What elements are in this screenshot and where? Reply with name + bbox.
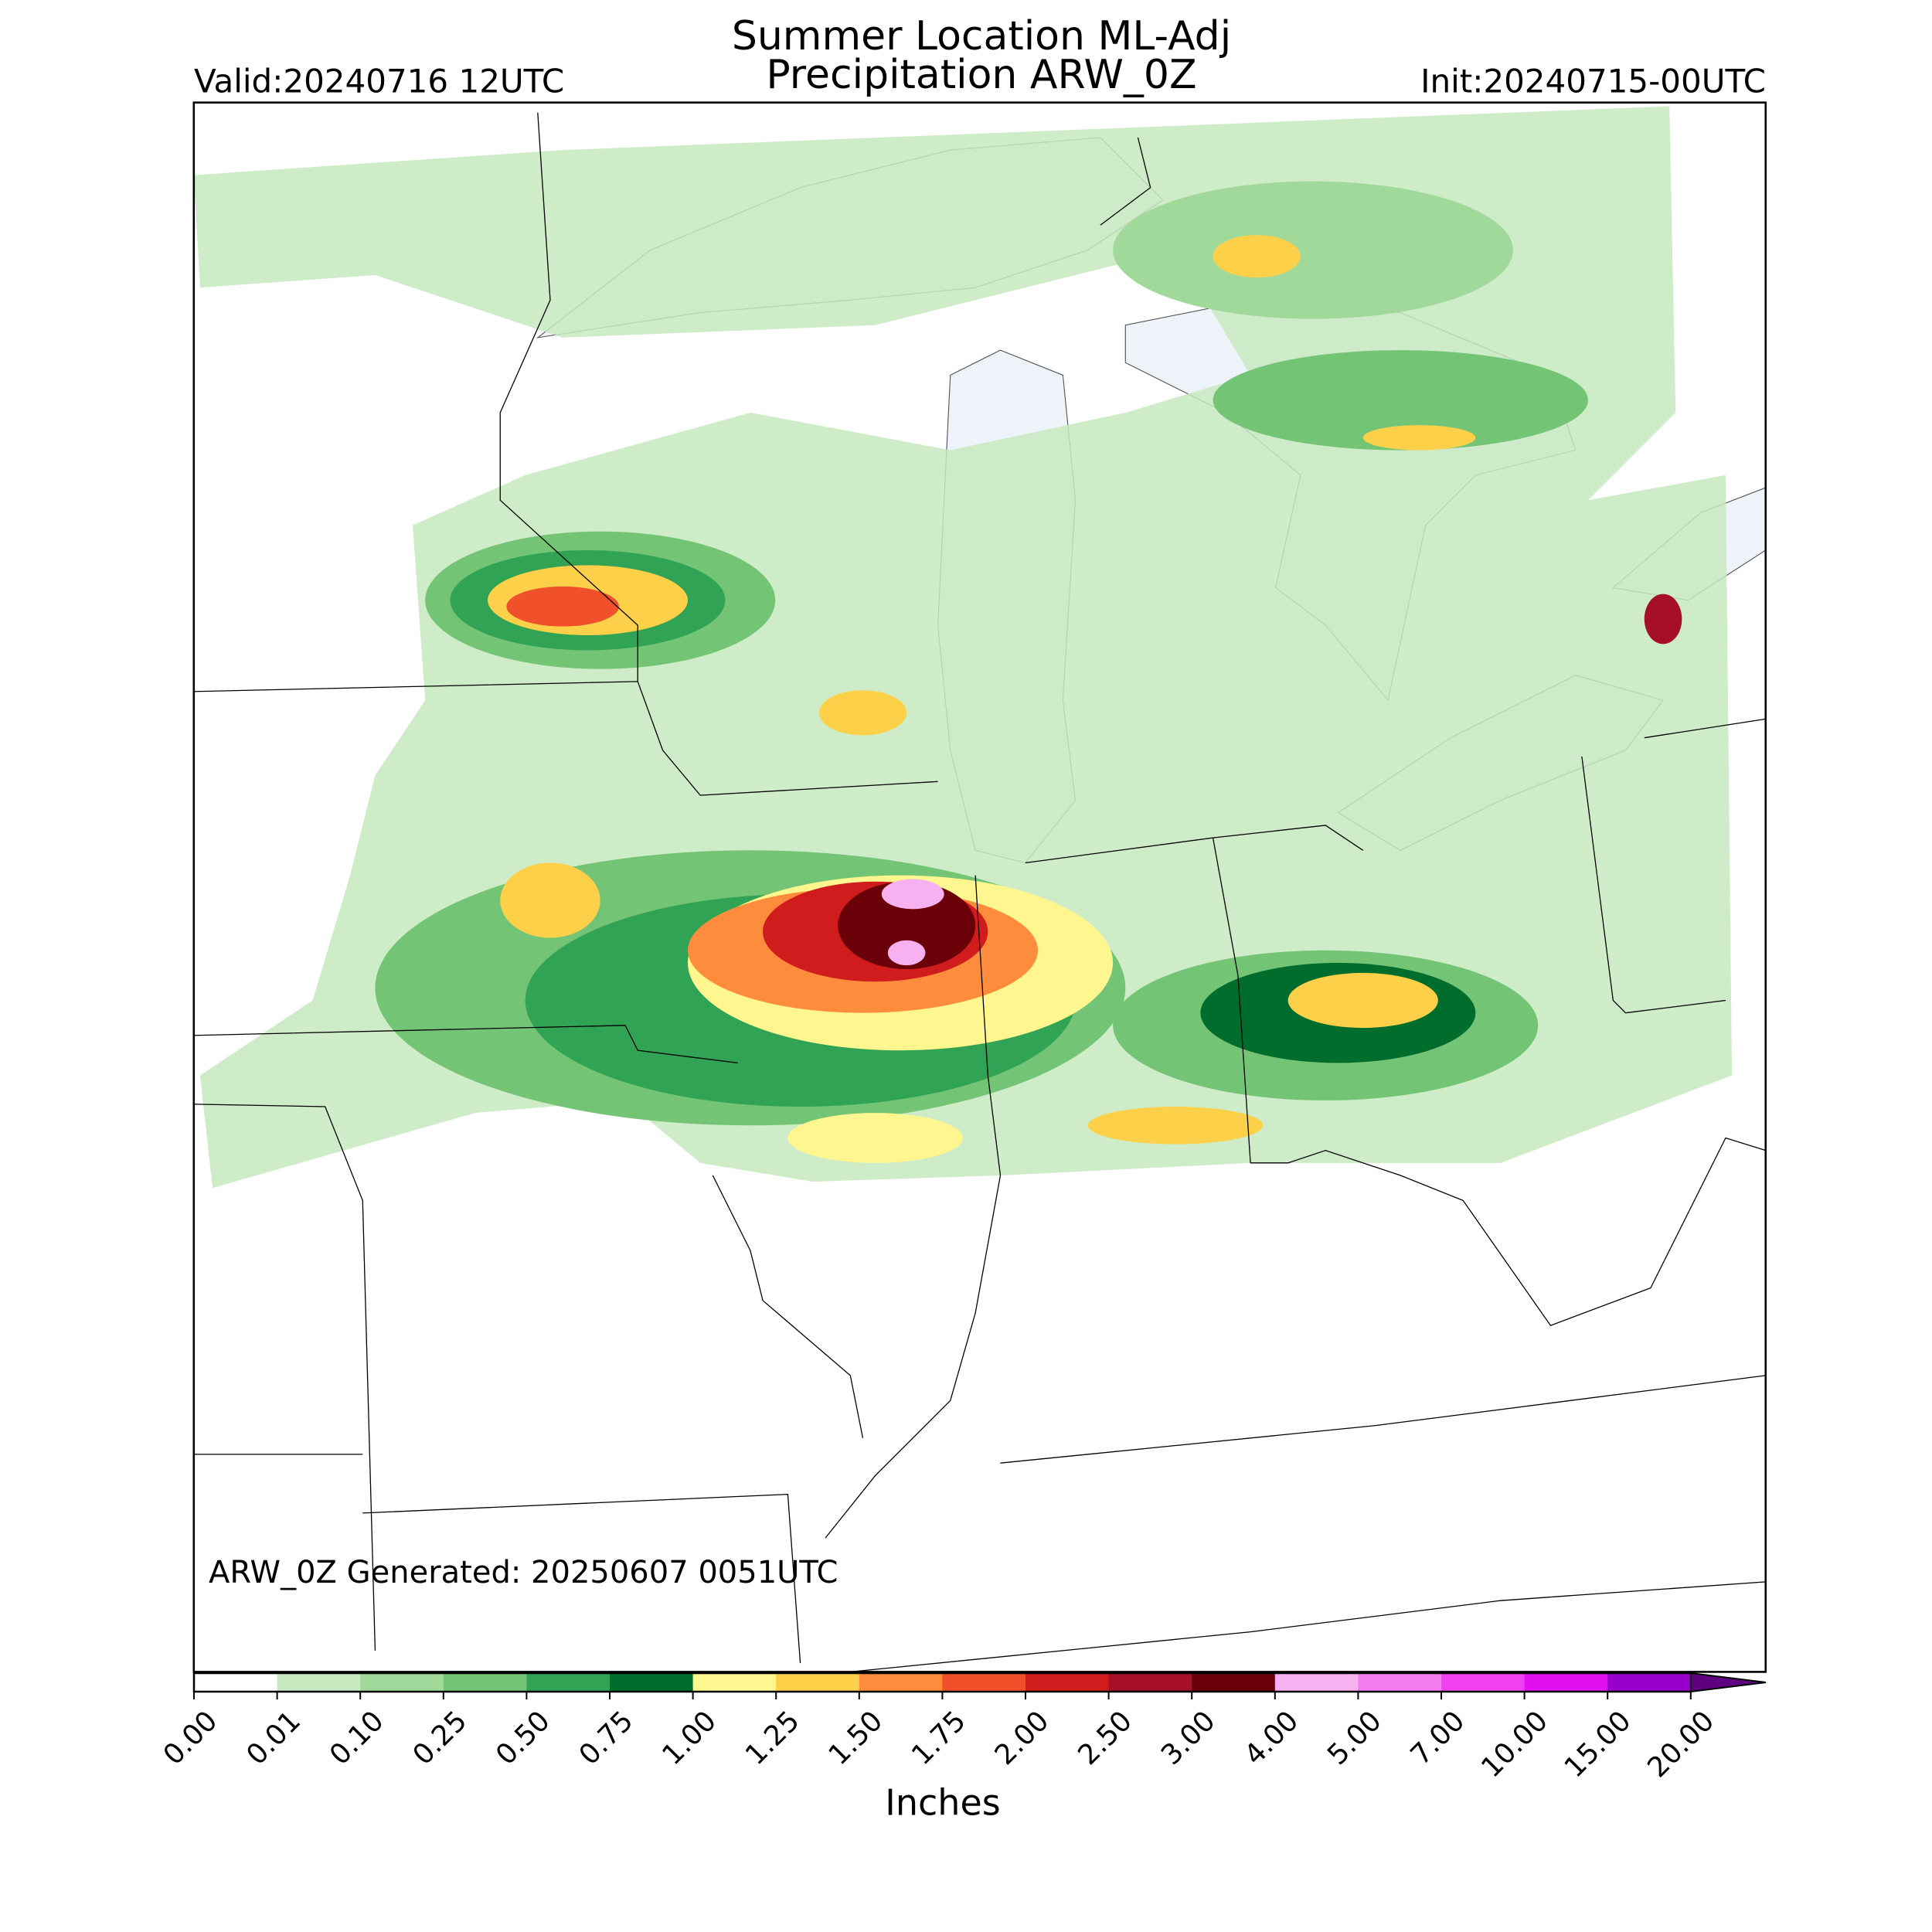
title-line: Summer Location ML-Adj <box>732 13 1231 60</box>
colorbar-tick-label: 0.50 <box>490 1705 556 1771</box>
colorbar: 0.00 0.01 0.10 0.25 0.50 0.75 1.00 1.25 1.50 1.75… <box>158 1672 1767 1784</box>
colorbar-tick-label: 10.00 <box>1475 1705 1554 1784</box>
colorbar-tick-label: 0.01 <box>240 1705 307 1771</box>
colorbar-tick-label: 7.00 <box>1405 1705 1471 1771</box>
colorbar-tick-label: 0.00 <box>158 1705 224 1771</box>
colorbar-tick-label: 0.10 <box>324 1705 390 1771</box>
colorbar-segment <box>1026 1673 1110 1692</box>
colorbar-tick-label: 20.00 <box>1641 1705 1720 1784</box>
colorbar-segment <box>1607 1673 1692 1692</box>
init-time: Init:20240715-00UTC <box>1420 63 1766 100</box>
colorbar-tick-label: 1.50 <box>823 1705 889 1771</box>
colorbar-segment <box>1274 1673 1359 1692</box>
valid-time: Valid:20240716 12UTC <box>194 63 564 100</box>
colorbar-segment <box>277 1673 361 1692</box>
colorbar-segment <box>859 1673 943 1692</box>
colorbar-segment <box>942 1673 1026 1692</box>
colorbar-segment <box>692 1673 777 1692</box>
colorbar-tick-label: 2.00 <box>989 1705 1056 1771</box>
colorbar-label: Inches <box>885 1782 1000 1824</box>
colorbar-segment <box>1524 1673 1608 1692</box>
colorbar-segment <box>1441 1673 1526 1692</box>
colorbar-segment <box>610 1673 694 1692</box>
map <box>192 101 1767 1673</box>
colorbar-tick-label: 2.50 <box>1072 1705 1138 1771</box>
colorbar-segment <box>194 1673 278 1692</box>
colorbar-extension <box>1689 1672 1767 1693</box>
footnote: ARW_0Z Generated: 20250607 0051UTC <box>209 1555 838 1590</box>
colorbar-tick-label: 1.00 <box>656 1705 723 1771</box>
colorbar-tick-label: 5.00 <box>1321 1705 1388 1771</box>
colorbar-tick-label: 0.25 <box>407 1705 474 1771</box>
colorbar-segment <box>776 1673 860 1692</box>
colorbar-segment <box>526 1673 611 1692</box>
colorbar-tick-label: 1.75 <box>906 1705 972 1771</box>
precip <box>193 106 1733 1189</box>
colorbar-segment <box>1108 1673 1192 1692</box>
map-frame <box>192 101 1767 1673</box>
borders <box>193 112 1766 1672</box>
colorbar-tick-label: 4.00 <box>1239 1705 1305 1771</box>
colorbar-segment <box>443 1673 527 1692</box>
colorbar-segment <box>360 1673 444 1692</box>
title-line: Precipitation ARW_0Z <box>766 52 1196 98</box>
colorbar-segment <box>1192 1673 1276 1692</box>
colorbar-tick-label: 3.00 <box>1155 1705 1222 1771</box>
colorbar-tick-label: 15.00 <box>1559 1705 1638 1784</box>
colorbar-tick-label: 0.75 <box>573 1705 640 1771</box>
colorbar-segment <box>1358 1673 1442 1692</box>
colorbar-tick-label: 1.25 <box>740 1705 806 1771</box>
